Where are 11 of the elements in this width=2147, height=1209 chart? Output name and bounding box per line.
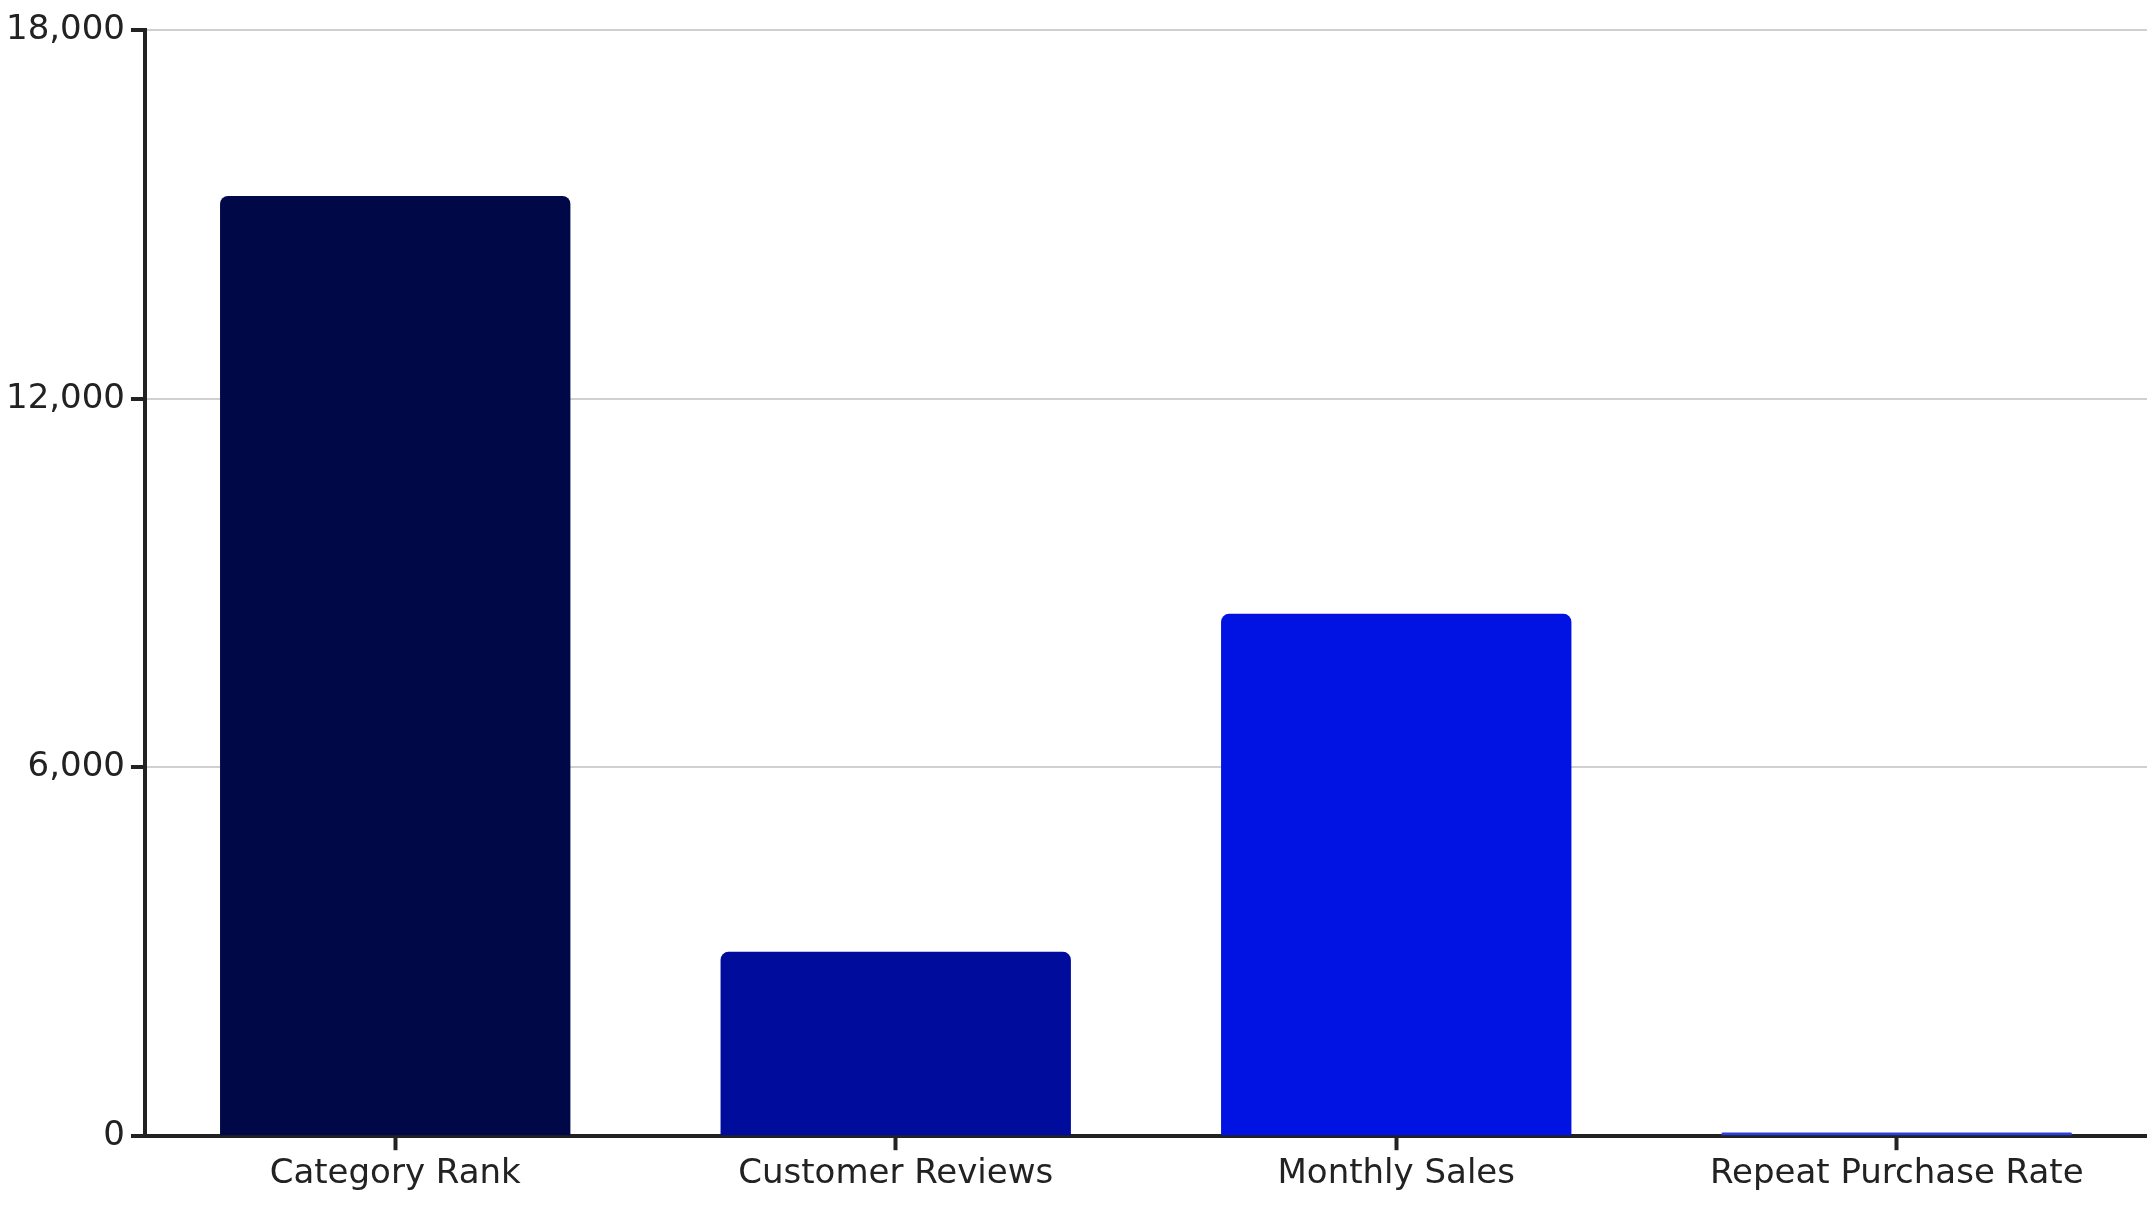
bar xyxy=(220,195,571,1136)
y-tick-label: 6,000 xyxy=(27,744,125,785)
x-tick-label: Repeat Purchase Rate xyxy=(1709,1151,2084,1192)
y-tick-label: 12,000 xyxy=(6,375,125,416)
x-tick-label: Monthly Sales xyxy=(1277,1151,1515,1192)
bar xyxy=(1221,613,1572,1136)
x-tick-label: Customer Reviews xyxy=(738,1151,1054,1192)
y-tick-label: 0 xyxy=(103,1113,125,1154)
y-tick-label: 18,000 xyxy=(6,6,125,47)
bar xyxy=(720,951,1071,1136)
x-tick-label: Category Rank xyxy=(269,1151,522,1192)
